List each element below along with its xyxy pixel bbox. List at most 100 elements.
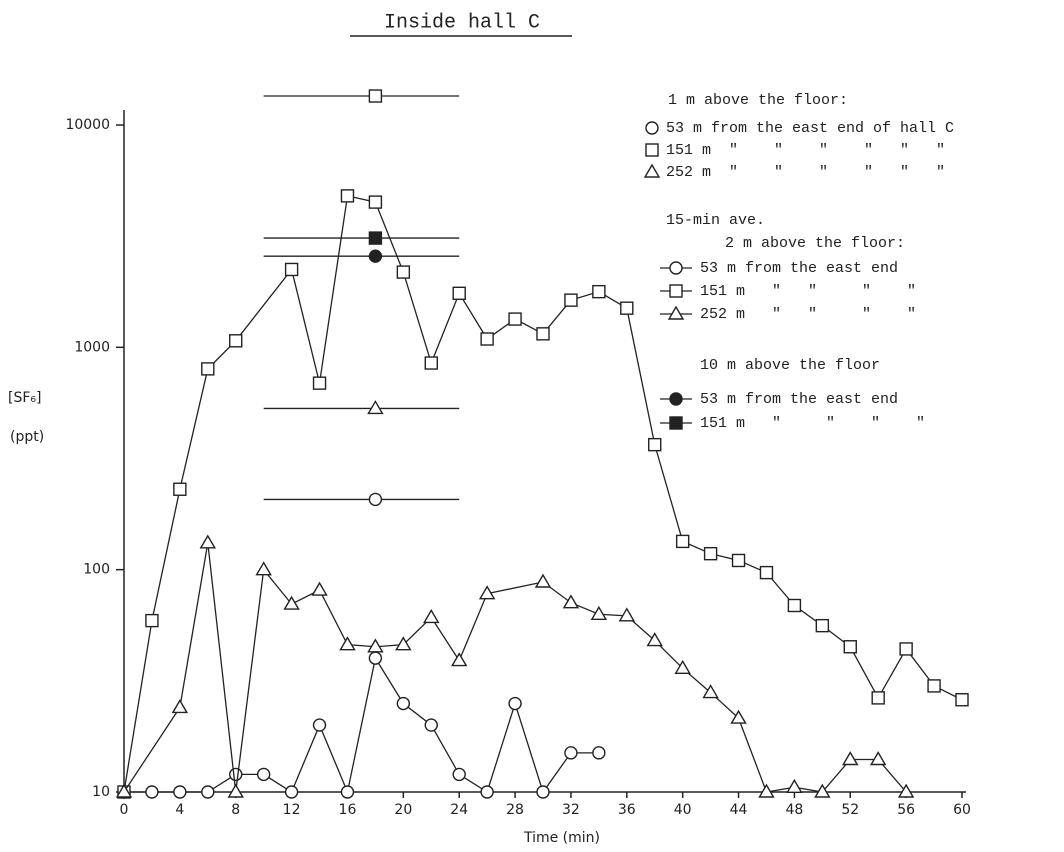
marker — [145, 613, 159, 628]
legend-heading: 2 m above the floor: — [725, 235, 905, 252]
x-tick-label: 0 — [120, 802, 129, 818]
marker — [730, 709, 747, 724]
marker — [368, 231, 383, 245]
legend-label: 151 m " " " " — [700, 283, 916, 300]
marker — [618, 607, 636, 622]
marker — [367, 400, 384, 415]
marker — [536, 785, 550, 799]
legend-marker — [643, 163, 661, 178]
marker — [759, 565, 774, 580]
marker — [396, 696, 411, 711]
marker — [646, 632, 663, 647]
marker — [814, 783, 831, 798]
marker — [368, 89, 383, 103]
marker — [368, 249, 383, 263]
marker — [173, 785, 187, 799]
y-axis-label: [SF₆] — [8, 390, 41, 406]
marker — [899, 642, 913, 656]
marker — [508, 696, 522, 711]
marker — [115, 783, 133, 798]
marker — [201, 362, 215, 376]
legend-marker — [669, 284, 683, 298]
y-tick-label: 1000 — [74, 339, 110, 355]
y-axis-label: (ppt) — [10, 429, 44, 445]
marker — [340, 189, 355, 203]
marker — [480, 785, 494, 799]
marker — [339, 636, 356, 651]
marker — [227, 783, 244, 798]
marker — [869, 751, 887, 766]
marker — [562, 594, 580, 609]
legend-marker — [645, 121, 659, 135]
marker — [424, 718, 438, 732]
marker — [171, 699, 189, 714]
series-line — [123, 542, 907, 793]
marker — [452, 767, 466, 782]
legend-marker — [669, 261, 683, 275]
x-tick-label: 12 — [283, 802, 301, 818]
marker — [731, 553, 746, 568]
marker — [367, 638, 384, 653]
x-tick-label: 20 — [394, 802, 412, 818]
marker — [284, 785, 299, 799]
marker — [955, 693, 969, 707]
x-tick-label: 52 — [841, 802, 859, 818]
legend-label: 53 m from the east end — [700, 260, 898, 277]
marker — [590, 605, 608, 620]
x-tick-label: 60 — [953, 802, 971, 818]
marker — [173, 482, 187, 496]
marker — [255, 561, 272, 576]
x-tick-label: 4 — [175, 802, 184, 818]
marker — [145, 785, 159, 799]
marker — [702, 684, 719, 699]
marker — [620, 301, 634, 315]
marker — [675, 534, 690, 549]
marker — [787, 598, 802, 613]
marker — [283, 595, 300, 610]
legend-marker — [667, 305, 685, 320]
x-tick-label: 16 — [339, 802, 357, 818]
legend-marker — [645, 143, 659, 157]
marker — [871, 691, 885, 705]
marker — [452, 286, 466, 300]
marker — [256, 767, 271, 782]
marker — [508, 312, 522, 326]
legend-label: 151 m " " " " — [700, 415, 925, 432]
marker — [423, 609, 440, 624]
x-tick-label: 28 — [506, 802, 524, 818]
x-tick-label: 36 — [618, 802, 636, 818]
marker — [368, 651, 383, 665]
marker — [312, 718, 327, 732]
y-tick-label: 10 — [92, 784, 110, 800]
x-tick-label: 48 — [785, 802, 803, 818]
marker — [229, 334, 243, 348]
marker — [703, 546, 718, 561]
marker — [284, 262, 299, 277]
x-tick-label: 32 — [562, 802, 580, 818]
marker — [424, 356, 438, 370]
y-tick-label: 10000 — [65, 117, 110, 133]
marker — [395, 636, 412, 651]
legend-label: 252 m " " " " " " — [666, 164, 945, 181]
marker — [450, 652, 468, 667]
marker — [199, 534, 217, 549]
x-tick-label: 24 — [450, 802, 468, 818]
marker — [843, 640, 857, 654]
marker — [480, 332, 494, 346]
marker — [340, 785, 355, 799]
legend-label: 252 m " " " " — [700, 306, 916, 323]
marker — [786, 778, 803, 793]
legend-marker — [669, 392, 683, 406]
y-tick-label: 100 — [83, 562, 110, 578]
marker — [368, 195, 383, 209]
marker — [534, 573, 552, 588]
marker — [897, 783, 915, 798]
series-line — [124, 656, 599, 795]
x-tick-label: 40 — [674, 802, 692, 818]
legend-heading: 10 m above the floor — [700, 357, 880, 374]
legend-marker — [669, 416, 683, 430]
legend-label: 151 m " " " " " " — [666, 142, 945, 159]
marker — [648, 437, 662, 452]
chart-title: Inside hall C — [384, 11, 540, 34]
